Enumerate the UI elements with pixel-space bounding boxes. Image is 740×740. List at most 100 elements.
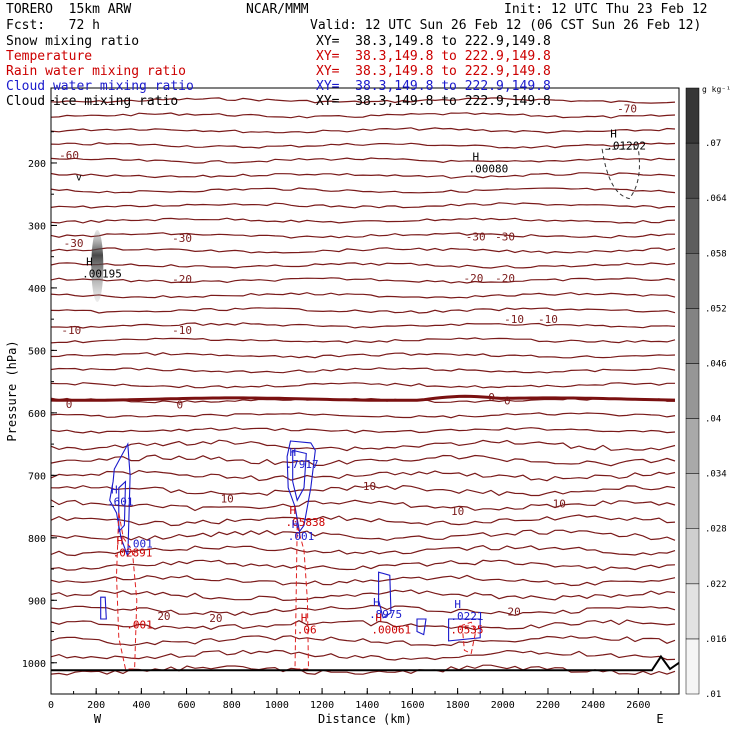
isotherm-label: -20	[495, 272, 515, 285]
colorbar-tick-label: .046	[705, 359, 727, 369]
contour-labels: -70 -60 -30 -30 -30 -30 -20 -20 -20 -10 -10 -10 -10 0…	[59, 103, 646, 637]
rain-water-contour	[294, 525, 310, 670]
maximum-value: .001	[288, 530, 315, 543]
colorbar-segment	[685, 418, 700, 474]
isotherm-label: 0	[504, 394, 511, 407]
colorbar-tick-label: .028	[705, 525, 727, 535]
marker-label: v	[76, 172, 82, 183]
x-tick-label: 2400	[581, 700, 605, 711]
isotherm-label: 0	[66, 398, 73, 411]
colorbar-unit: g kg⁻¹	[702, 85, 731, 94]
isotherm-label: 10	[363, 480, 376, 493]
cloud-water-contour	[286, 440, 316, 533]
isotherm-line	[50, 454, 676, 467]
y-axis-title: Pressure (hPa)	[5, 340, 19, 441]
maximum-value: .001	[126, 537, 153, 550]
cloud-water-contour	[109, 442, 131, 557]
rain-water-contour	[461, 621, 477, 655]
colorbar-tick-label: .064	[705, 194, 727, 204]
y-tick-label: 900	[28, 596, 46, 607]
isotherm-line	[50, 292, 676, 299]
model-title: TORERO 15km ARW	[6, 2, 132, 17]
colorbar-tick-label: .058	[705, 249, 727, 259]
y-tick-label: 300	[28, 221, 46, 232]
x-tick-label: 0	[48, 700, 54, 711]
isotherm-label: 0	[488, 391, 495, 404]
colorbar: .01 .016 .022 .028 .034 .04 .046 .052 .058 .064 .0…	[685, 85, 731, 700]
cloud-water-contour	[292, 449, 307, 502]
temperature-contours	[50, 97, 676, 676]
isotherm-line	[50, 604, 676, 617]
field-name: Cloud water mixing ratio	[6, 79, 194, 94]
x-axis-title: Distance (km)	[318, 712, 412, 726]
y-tick-label: 400	[28, 284, 46, 295]
x-tick-label: 1000	[265, 700, 289, 711]
isotherm-label: 10	[553, 497, 566, 510]
maximum-marker: H	[454, 598, 461, 611]
maximum-marker: H	[86, 255, 93, 268]
isotherm-line	[50, 382, 675, 389]
maximum-marker: H	[289, 446, 296, 459]
x-tick-label: 2000	[491, 700, 515, 711]
isotherm-line	[50, 142, 676, 149]
isotherm-line	[50, 187, 676, 194]
colorbar-segment	[685, 87, 700, 144]
isotherm-label: 20	[209, 612, 222, 625]
axes: 0 200 400 600 800 1000 1200 1400 1600 1800 2000 220…	[5, 87, 680, 726]
isotherm-label: -30	[466, 231, 486, 244]
field-cross-section-xy: XY= 38.3,149.8 to 222.9,149.8	[316, 64, 551, 79]
cloud-water-contour	[378, 571, 392, 619]
rain-water-contour	[115, 512, 138, 670]
isotherm-line	[50, 307, 676, 314]
colorbar-tick-label: .016	[705, 635, 727, 645]
cloud-ice-contour	[601, 148, 640, 200]
isotherm-line	[50, 172, 676, 179]
x-tick-label: 1600	[400, 700, 424, 711]
forecast-hour: Fcst: 72 h	[6, 18, 100, 33]
east-end-label: E	[656, 712, 663, 726]
x-tick-label: 400	[132, 700, 150, 711]
colorbar-tick-label: .034	[705, 470, 727, 480]
isotherm-label: -60	[59, 149, 79, 162]
field-name: Rain water mixing ratio	[6, 64, 187, 79]
colorbar-segment	[685, 197, 700, 254]
colorbar-segment	[685, 528, 700, 585]
colorbar-segment	[685, 308, 700, 364]
maximum-value: .0221	[450, 610, 483, 623]
isotherm-line	[50, 352, 676, 359]
colorbar-segment	[685, 253, 700, 309]
maximum-value: .00061	[371, 624, 411, 637]
colorbar-tick-label: .07	[705, 139, 721, 149]
field-cross-section-xy: XY= 38.3,149.8 to 222.9,149.8	[316, 49, 551, 64]
maximum-value: .8975	[369, 608, 402, 621]
y-tick-label: 200	[28, 159, 46, 170]
isotherm-label: -70	[617, 103, 637, 116]
isotherm-line	[50, 97, 676, 104]
isotherm-line	[50, 529, 676, 541]
isotherm-label: -10	[61, 324, 81, 337]
colorbar-tick-label: .01	[705, 690, 721, 700]
isotherm-label: -20	[172, 273, 192, 286]
maximum-marker: H	[292, 518, 299, 531]
colorbar-tick-label: .052	[705, 304, 727, 314]
isotherm-line	[50, 202, 675, 209]
colorbar-tick-label: .022	[705, 580, 727, 590]
maximum-marker: H	[472, 150, 479, 163]
colorbar-segment	[685, 473, 700, 529]
isotherm-label: 0	[176, 399, 183, 412]
maximum-marker: H	[375, 612, 382, 625]
cloud-water-contour	[416, 618, 427, 636]
colorbar-segment	[685, 363, 700, 419]
isotherm-line	[50, 469, 676, 482]
x-tick-label: 2600	[626, 700, 650, 711]
snow-maximum-shading	[91, 230, 104, 303]
isotherm-label: -10	[172, 324, 192, 337]
x-tick-label: 600	[178, 700, 196, 711]
isotherm-line	[50, 127, 676, 134]
isotherm-line	[50, 217, 676, 224]
isotherm-label: 10	[451, 505, 464, 518]
isotherm-label: 20	[507, 606, 520, 619]
isotherm-line	[50, 635, 676, 647]
x-tick-label: 800	[223, 700, 241, 711]
